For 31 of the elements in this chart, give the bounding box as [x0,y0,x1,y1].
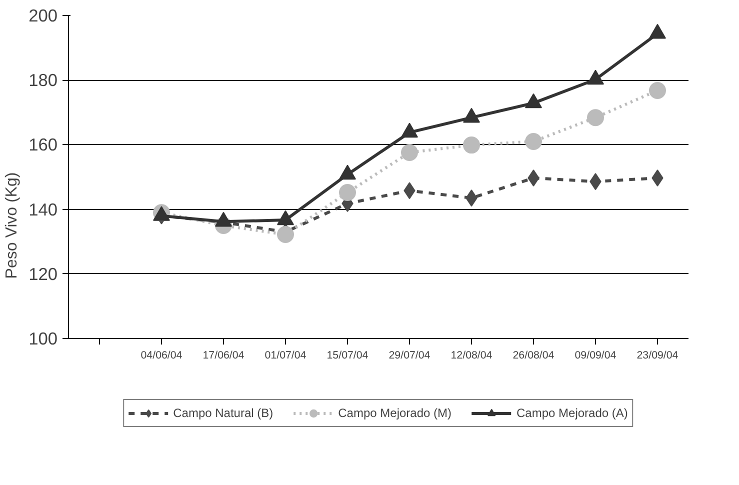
x-tick-label: 15/07/04 [326,350,368,362]
point [339,184,356,202]
y-tick-label: 160 [28,134,58,155]
x-tick-label: 12/08/04 [450,350,492,362]
point [525,93,542,108]
legend-label: Campo Natural (B) [173,405,274,422]
point [587,70,604,85]
x-tick-label: 26/08/04 [512,350,554,362]
x-tick-label: 23/09/04 [636,350,678,362]
legend-label: Campo Mejorado (M) [338,405,452,422]
point [525,133,542,150]
y-tick-label: 140 [28,199,58,220]
x-tick-label: 01/07/04 [264,350,306,362]
x-tick-label: 17/06/04 [202,350,244,362]
legend-label: Campo Mejorado (A) [516,405,628,422]
point [277,226,294,244]
point [463,108,480,123]
x-tick-label: 29/07/04 [388,350,430,362]
point [649,82,666,99]
y-tick-label: 180 [28,70,58,90]
point [649,24,666,39]
y-tick-label: 200 [28,6,58,26]
y-tick-label: 100 [28,328,58,349]
point [401,144,418,161]
x-tick-label: 09/09/04 [574,350,616,362]
x-tick-label: 04/06/04 [140,350,182,362]
point [463,136,480,154]
y-tick-label: 120 [28,264,58,284]
y-axis-title: Peso Vivo (Kg) [4,172,21,279]
point [587,109,604,126]
point [401,122,418,138]
